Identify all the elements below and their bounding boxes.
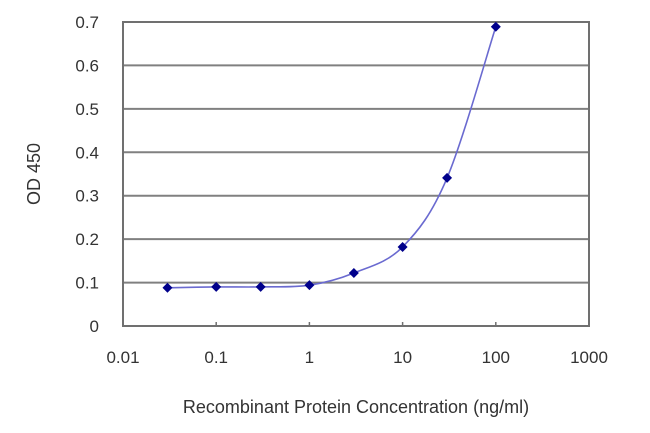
plot-area bbox=[122, 21, 590, 327]
y-tick-label: 0 bbox=[90, 317, 99, 336]
x-axis-title: Recombinant Protein Concentration (ng/ml… bbox=[183, 397, 529, 417]
data-point-diamond bbox=[397, 241, 408, 252]
data-point-diamond bbox=[348, 268, 359, 279]
x-axis-ticks: 0.01 0.1 1 10 100 1000 bbox=[106, 322, 608, 367]
y-axis-ticks: 0 0.1 0.2 0.3 0.4 0.5 0.6 0.7 bbox=[75, 13, 99, 336]
data-point-diamond bbox=[304, 280, 315, 291]
y-axis-title: OD 450 bbox=[24, 143, 44, 205]
x-tick-label: 1000 bbox=[570, 348, 608, 367]
y-tick-label: 0.6 bbox=[75, 56, 99, 75]
x-tick-label: 1 bbox=[305, 348, 314, 367]
y-tick-label: 0.4 bbox=[75, 143, 99, 162]
data-point-diamond bbox=[255, 281, 266, 292]
data-point-diamond bbox=[442, 172, 453, 183]
x-tick-label: 0.1 bbox=[204, 348, 228, 367]
x-tick-label: 0.01 bbox=[106, 348, 139, 367]
y-tick-label: 0.7 bbox=[75, 13, 99, 32]
data-point-diamond bbox=[162, 282, 173, 293]
data-markers bbox=[162, 21, 501, 293]
data-point-diamond bbox=[211, 281, 222, 292]
x-tick-label: 10 bbox=[393, 348, 412, 367]
y-tick-label: 0.1 bbox=[75, 274, 99, 293]
data-point-diamond bbox=[490, 21, 501, 32]
y-tick-label: 0.5 bbox=[75, 100, 99, 119]
y-tick-label: 0.3 bbox=[75, 187, 99, 206]
gridlines bbox=[123, 64, 589, 284]
x-tick-label: 100 bbox=[482, 348, 510, 367]
y-tick-label: 0.2 bbox=[75, 230, 99, 249]
